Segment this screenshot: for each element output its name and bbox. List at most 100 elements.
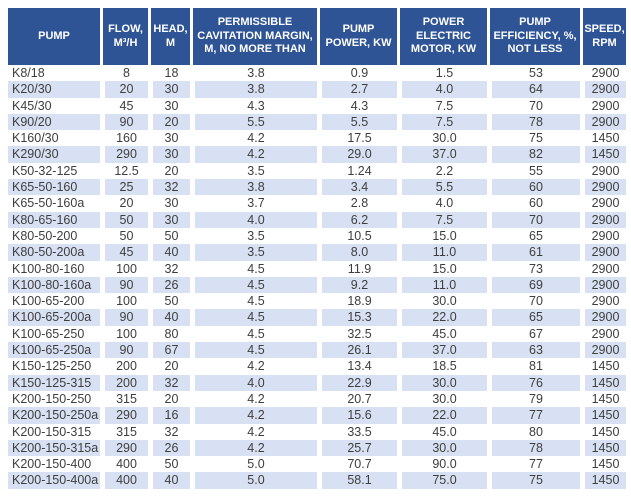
value-cell: 2900 <box>580 65 626 82</box>
value-cell: 160 <box>100 130 148 147</box>
value-cell: 4.2 <box>190 146 317 163</box>
col-header-flow: FLOW, M³/H <box>100 8 148 65</box>
value-cell: 1.5 <box>397 65 487 82</box>
table-row: K200-150-250a 290 16 4.2 15.6 22.0 77 1450 <box>8 407 626 424</box>
pump-name-cell: K100-65-200 <box>8 293 100 310</box>
value-cell: 30 <box>148 211 190 228</box>
value-cell: 16 <box>148 407 190 424</box>
pump-name-cell: K200-150-315 <box>8 423 100 440</box>
value-cell: 55 <box>487 162 580 180</box>
value-cell: 2900 <box>580 211 626 228</box>
value-cell: 90 <box>100 276 148 294</box>
value-cell: 25.7 <box>317 439 397 457</box>
value-cell: 30 <box>148 81 190 98</box>
pump-name-cell: K150-125-315 <box>8 374 100 391</box>
value-cell: 9.2 <box>317 276 397 294</box>
value-cell: 32 <box>148 179 190 196</box>
value-cell: 3.8 <box>190 179 317 196</box>
value-cell: 4.5 <box>190 342 317 359</box>
value-cell: 2900 <box>580 276 626 294</box>
value-cell: 2900 <box>580 195 626 212</box>
value-cell: 3.8 <box>190 81 317 98</box>
value-cell: 100 <box>100 325 148 343</box>
value-cell: 290 <box>100 146 148 163</box>
value-cell: 69 <box>487 276 580 294</box>
table-row: K45/30 45 30 4.3 4.3 7.5 70 2900 <box>8 97 626 114</box>
value-cell: 4.0 <box>190 211 317 228</box>
value-cell: 32 <box>148 260 190 277</box>
pump-name-cell: K100-65-250a <box>8 342 100 359</box>
value-cell: 15.3 <box>317 309 397 326</box>
table-row: K20/30 20 30 3.8 2.7 4.0 64 2900 <box>8 81 626 98</box>
pump-name-cell: K100-80-160 <box>8 260 100 277</box>
value-cell: 3.5 <box>190 244 317 261</box>
pump-name-cell: K50-32-125 <box>8 162 100 180</box>
value-cell: 30.0 <box>397 130 487 147</box>
value-cell: 400 <box>100 456 148 473</box>
value-cell: 1450 <box>580 423 626 440</box>
pump-name-cell: K80-50-200 <box>8 227 100 245</box>
value-cell: 30.0 <box>397 439 487 457</box>
value-cell: 11.0 <box>397 276 487 294</box>
value-cell: 45 <box>100 97 148 114</box>
value-cell: 100 <box>100 260 148 277</box>
col-header-head: HEAD, M <box>148 8 190 65</box>
value-cell: 65 <box>487 227 580 245</box>
pump-name-cell: K150-125-250 <box>8 358 100 375</box>
value-cell: 77 <box>487 407 580 424</box>
value-cell: 4.3 <box>190 97 317 114</box>
pump-name-cell: K160/30 <box>8 130 100 147</box>
pump-name-cell: K200-150-315a <box>8 439 100 457</box>
value-cell: 70 <box>487 97 580 114</box>
value-cell: 2900 <box>580 260 626 277</box>
pump-name-cell: K80-50-200a <box>8 244 100 261</box>
value-cell: 50 <box>148 456 190 473</box>
value-cell: 15.6 <box>317 407 397 424</box>
table-row: K160/30 160 30 4.2 17.5 30.0 75 1450 <box>8 130 626 147</box>
value-cell: 2.7 <box>317 81 397 98</box>
table-row: K100-65-200a 90 40 4.5 15.3 22.0 65 2900 <box>8 309 626 326</box>
table-row: K200-150-250 315 20 4.2 20.7 30.0 79 1450 <box>8 390 626 408</box>
value-cell: 58.1 <box>317 472 397 489</box>
value-cell: 4.2 <box>190 358 317 375</box>
value-cell: 4.0 <box>397 81 487 98</box>
pump-name-cell: K8/18 <box>8 65 100 82</box>
value-cell: 50 <box>148 227 190 245</box>
value-cell: 25 <box>100 179 148 196</box>
value-cell: 15.0 <box>397 260 487 277</box>
value-cell: 2900 <box>580 97 626 114</box>
value-cell: 2900 <box>580 342 626 359</box>
value-cell: 4.3 <box>317 97 397 114</box>
table-row: K90/20 90 20 5.5 5.5 7.5 78 2900 <box>8 113 626 131</box>
table-row: K100-80-160a 90 26 4.5 9.2 11.0 69 2900 <box>8 276 626 294</box>
value-cell: 45.0 <box>397 325 487 343</box>
value-cell: 30.0 <box>397 374 487 391</box>
value-cell: 78 <box>487 439 580 457</box>
value-cell: 5.5 <box>317 113 397 131</box>
col-header-speed: SPEED, RPM <box>580 8 626 65</box>
value-cell: 32.5 <box>317 325 397 343</box>
pump-name-cell: K100-80-160a <box>8 276 100 294</box>
value-cell: 53 <box>487 65 580 82</box>
value-cell: 30.0 <box>397 293 487 310</box>
table-row: K150-125-250 200 20 4.2 13.4 18.5 81 1450 <box>8 358 626 375</box>
value-cell: 90 <box>100 342 148 359</box>
value-cell: 45.0 <box>397 423 487 440</box>
value-cell: 80 <box>148 325 190 343</box>
value-cell: 33.5 <box>317 423 397 440</box>
value-cell: 13.4 <box>317 358 397 375</box>
value-cell: 40 <box>148 309 190 326</box>
value-cell: 30 <box>148 195 190 212</box>
value-cell: 5.5 <box>397 179 487 196</box>
value-cell: 32 <box>148 374 190 391</box>
value-cell: 8 <box>100 65 148 82</box>
pump-name-cell: K65-50-160 <box>8 179 100 196</box>
value-cell: 45 <box>100 244 148 261</box>
value-cell: 315 <box>100 390 148 408</box>
value-cell: 20 <box>148 390 190 408</box>
value-cell: 5.0 <box>190 472 317 489</box>
value-cell: 2900 <box>580 113 626 131</box>
value-cell: 4.0 <box>190 374 317 391</box>
value-cell: 26 <box>148 276 190 294</box>
value-cell: 2.2 <box>397 162 487 180</box>
